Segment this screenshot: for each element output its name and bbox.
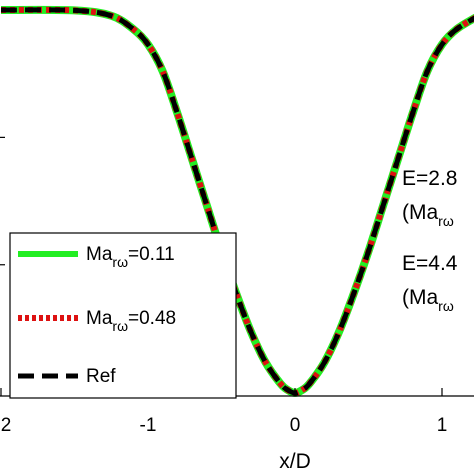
series-line-3 <box>0 7 474 396</box>
legend: Marω=0.11 Marω=0.48 Ref <box>9 232 237 399</box>
x-tick-label-3: 1 <box>437 415 448 436</box>
legend-label-ref: Ref <box>86 366 116 387</box>
annotation-mach-1-sub: rω <box>438 213 454 229</box>
annotation-energy-2: E=4.4 <box>402 252 458 275</box>
legend-series-1-sub: rω <box>112 254 128 270</box>
x-axis-label: x/D <box>279 450 311 473</box>
legend-series-1-base: Ma <box>86 244 113 265</box>
annotation-mach-1-base: (Ma <box>402 201 438 224</box>
x-tick-label-2: 0 <box>290 415 301 436</box>
legend-label-series-1: Marω=0.11 <box>86 244 175 270</box>
annotation-mach-2-sub: rω <box>438 298 454 314</box>
legend-series-2-value: =0.48 <box>128 308 176 329</box>
annotation-mach-1: (Marω <box>402 201 454 229</box>
x-tick-label-0: 2 <box>1 415 12 436</box>
legend-series-2-sub: rω <box>112 318 128 334</box>
x-tick-label-1: -1 <box>140 415 157 436</box>
annotation-energy-1: E=2.8 <box>402 167 457 190</box>
annotation-mach-2-base: (Ma <box>402 286 438 309</box>
legend-series-1-value: =0.11 <box>128 244 175 265</box>
legend-series-2-base: Ma <box>86 308 113 329</box>
annotation-mach-2: (Marω <box>402 286 454 314</box>
legend-label-series-2: Marω=0.48 <box>86 308 176 334</box>
series-layer <box>0 5 474 397</box>
